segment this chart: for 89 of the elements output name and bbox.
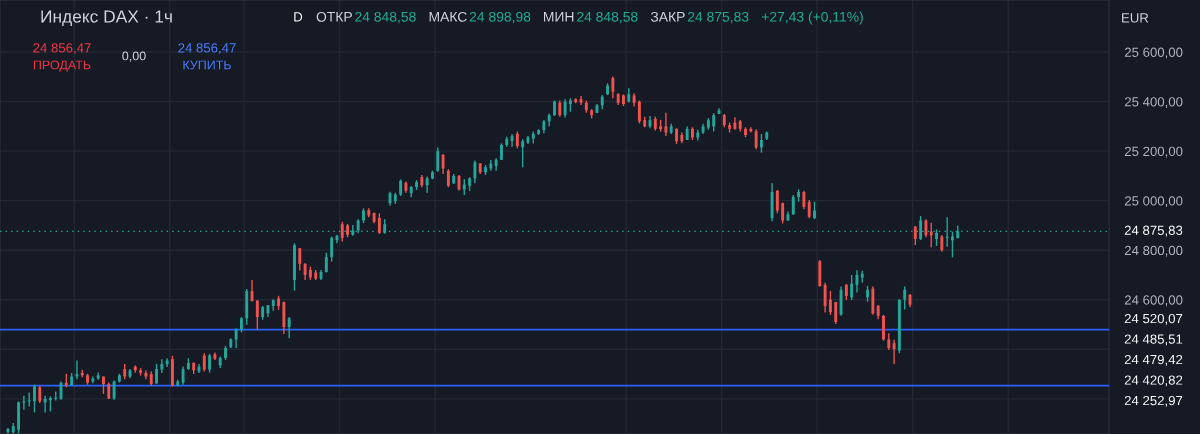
annotation: 24 848,58 — [355, 11, 416, 24]
text: Индекс DAX · 1ч — [41, 10, 172, 26]
candlestick — [473, 159, 477, 185]
candlestick — [234, 327, 238, 349]
candlestick — [33, 384, 36, 414]
text: EUR — [1122, 13, 1149, 23]
candlestick — [802, 190, 806, 211]
candlestick — [791, 194, 795, 216]
ref-line-label: 24 875,83 — [1124, 225, 1183, 237]
y-tick-label: 25 400,00 — [1124, 97, 1183, 109]
candlestick — [431, 169, 434, 181]
annotation: 24 856,47 — [178, 43, 236, 55]
candlestick — [553, 99, 556, 117]
candlestick — [664, 112, 668, 137]
candlestick — [484, 164, 487, 176]
candlestick — [377, 212, 381, 235]
candlestick — [892, 339, 896, 365]
candlestick — [903, 285, 907, 311]
candlestick — [521, 138, 525, 168]
candlestick — [622, 93, 625, 107]
candlestick — [346, 223, 350, 239]
y-tick-label: 25 200,00 — [1124, 146, 1183, 158]
ref-line-label: 24 479,42 — [1124, 354, 1183, 366]
candlestick — [102, 375, 105, 395]
text: 24 420,82 — [1124, 375, 1183, 387]
annotation: 24 875,83 — [687, 11, 749, 24]
candlestick — [850, 274, 854, 301]
candlestick — [362, 207, 365, 224]
candlestick — [775, 189, 779, 214]
candlestick — [22, 395, 26, 411]
candlestick — [691, 126, 694, 141]
y-tick-label: 25 000,00 — [1124, 196, 1183, 208]
candlestick — [611, 75, 615, 100]
candlestick — [913, 225, 917, 246]
candlestick — [855, 269, 859, 294]
annotation: ЗАКР — [650, 11, 685, 22]
annotation: +27,43 (+0,11%) — [761, 11, 863, 25]
candlestick — [499, 142, 503, 161]
annotation: 24 856,47 — [33, 43, 91, 55]
candlestick — [155, 363, 158, 385]
candlestick — [828, 290, 832, 316]
candlestick — [882, 314, 885, 342]
candlestick — [606, 82, 610, 96]
candlestick — [170, 355, 174, 388]
text: 24 520,07 — [1124, 313, 1183, 325]
candlestick — [287, 316, 291, 339]
annotation: ПРОДАТЬ — [33, 60, 91, 72]
candlestick — [637, 99, 641, 125]
candlestick — [441, 153, 445, 175]
y-tick-label: 24 800,00 — [1124, 245, 1183, 257]
ref-line-label: 24 252,97 — [1124, 395, 1183, 407]
candlestick — [75, 359, 79, 380]
candlestick — [43, 395, 47, 414]
candlestick — [86, 373, 90, 386]
y-tick-label: 24 600,00 — [1124, 295, 1183, 307]
annotation: 24 898,98 — [469, 11, 531, 24]
candlestick — [446, 168, 450, 188]
candlestick — [823, 281, 827, 314]
candlestick — [330, 235, 334, 263]
candlestick — [807, 199, 811, 219]
candlestick — [754, 128, 758, 150]
candlestick — [208, 353, 212, 374]
annotation: D — [294, 12, 303, 22]
annotation: ОТКР — [316, 11, 352, 22]
candlestick — [712, 112, 716, 133]
candlestick — [202, 352, 206, 373]
candlestick — [298, 247, 302, 272]
candlestick — [112, 379, 116, 401]
annotation: 24 848,58 — [577, 11, 638, 24]
annotation: МИН — [544, 12, 574, 22]
candlestick — [415, 179, 418, 191]
candlestick — [759, 133, 763, 154]
candlestick — [255, 299, 259, 331]
text: 24 485,51 — [1124, 334, 1183, 346]
annotation: 0,00 — [122, 51, 146, 62]
annotation: МАКС — [429, 11, 467, 22]
candlestick — [436, 146, 440, 173]
candlestick — [293, 242, 296, 292]
candlestick — [813, 200, 816, 220]
annotation: КУПИТЬ — [183, 60, 231, 70]
candlestick — [675, 127, 678, 145]
candlestick — [744, 126, 747, 138]
candlestick — [27, 391, 31, 408]
candlestick — [340, 221, 344, 243]
candlestick — [181, 365, 185, 386]
candlestick — [924, 218, 928, 239]
candlestick — [224, 345, 227, 361]
candlestick — [563, 98, 567, 119]
y-tick-label: 25 600,00 — [1124, 47, 1183, 59]
